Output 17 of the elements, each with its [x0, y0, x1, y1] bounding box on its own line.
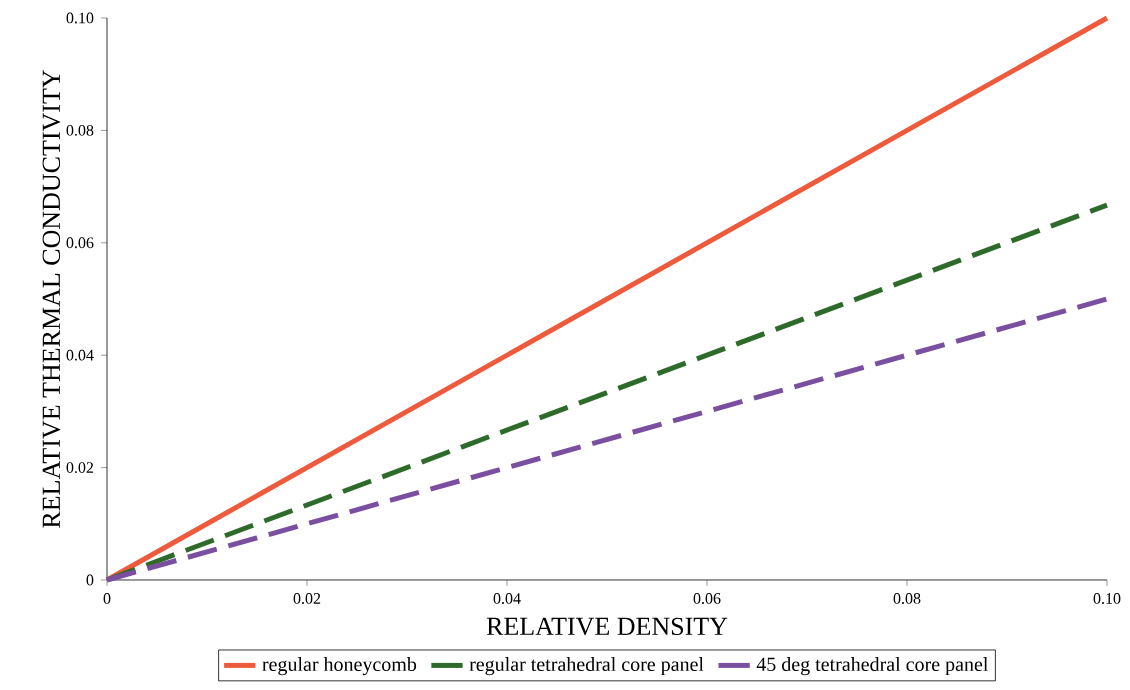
legend-label: regular tetrahedral core panel	[469, 656, 704, 676]
legend-label: regular honeycomb	[262, 656, 417, 676]
x-tick-label: 0.10	[1093, 593, 1121, 604]
x-tick-label: 0.02	[293, 593, 321, 604]
y-tick-label: 0.10	[66, 12, 94, 24]
x-tick-label: 0.08	[893, 593, 921, 604]
y-tick-label: 0.04	[66, 349, 94, 361]
y-tick-label: 0.08	[66, 124, 94, 136]
y-axis-title: RELATIVE THERMAL CONDUCTIVITY	[42, 70, 61, 528]
y-tick-label: 0.02	[66, 462, 94, 474]
x-tick-label: 0.04	[493, 593, 521, 604]
legend-label: 45 deg tetrahedral core panel	[756, 656, 989, 676]
x-axis-title: RELATIVE DENSITY	[486, 617, 728, 636]
x-tick-label: 0	[103, 593, 111, 604]
x-tick-label: 0.06	[693, 593, 721, 604]
y-tick-label: 0.06	[66, 237, 94, 249]
y-tick-label: 0	[86, 574, 94, 586]
